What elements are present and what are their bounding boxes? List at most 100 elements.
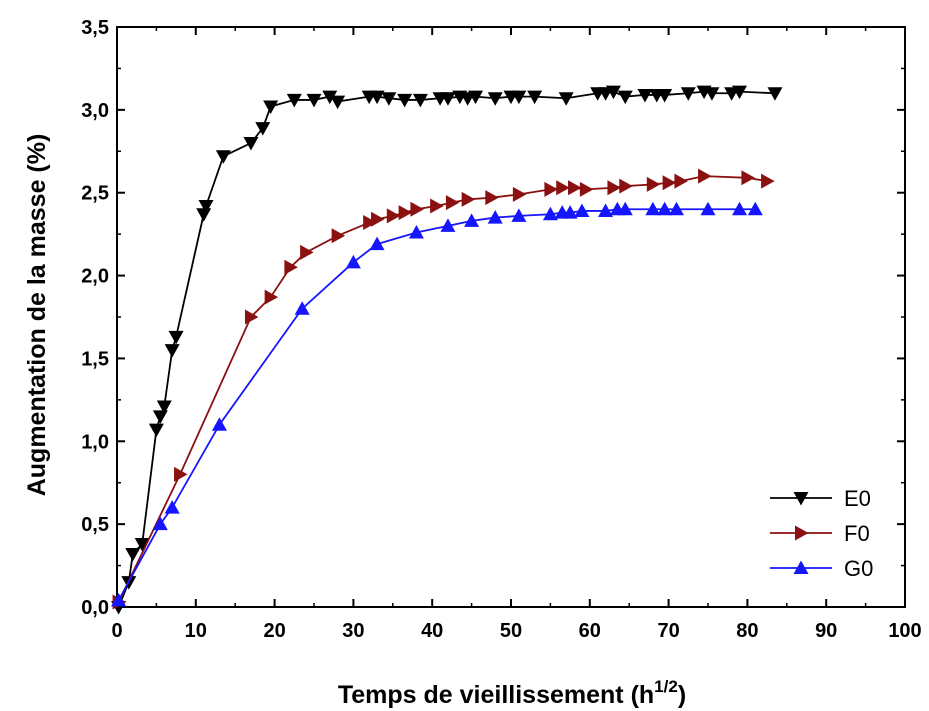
data-point <box>527 90 543 105</box>
x-tick-label: 10 <box>185 620 207 642</box>
data-point <box>152 516 168 531</box>
data-point <box>511 90 527 105</box>
data-point <box>386 208 401 224</box>
legend-item: E0 <box>770 486 871 511</box>
legend-marker <box>795 525 809 541</box>
x-tick-label: 100 <box>888 620 921 642</box>
data-point <box>487 92 503 106</box>
data-point <box>408 224 424 239</box>
data-point <box>556 180 570 196</box>
data-point <box>152 410 168 424</box>
data-point <box>148 423 164 438</box>
data-point <box>617 201 633 216</box>
data-point <box>511 208 527 222</box>
series-line <box>117 90 776 608</box>
data-point <box>440 218 456 232</box>
data-point <box>461 191 476 207</box>
x-tick-label: 80 <box>736 620 758 642</box>
data-point <box>668 201 684 216</box>
data-point <box>345 254 361 269</box>
data-point <box>263 100 279 115</box>
data-point <box>369 236 385 251</box>
data-point <box>512 186 527 202</box>
x-tick-label: 90 <box>815 620 837 642</box>
data-point <box>264 289 279 305</box>
y-tick-label: 0,0 <box>81 597 109 619</box>
data-point <box>196 208 212 222</box>
data-point <box>562 205 578 219</box>
data-point <box>412 93 428 108</box>
data-point <box>568 180 582 196</box>
data-point <box>363 215 377 231</box>
data-point <box>680 87 696 101</box>
legend: E0 F0 G0 <box>770 486 873 581</box>
y-tick-label: 1,0 <box>81 431 109 453</box>
data-point <box>331 228 346 244</box>
y-tick-label: 2,5 <box>81 183 109 205</box>
x-tick-label: 40 <box>421 620 443 642</box>
x-axis-title: Temps de vieillissement (h1/2) <box>338 677 686 709</box>
data-point <box>662 175 677 191</box>
data-point <box>156 400 172 414</box>
data-point <box>243 137 259 151</box>
data-point <box>544 181 558 197</box>
data-point <box>125 547 141 562</box>
data-point <box>398 205 413 221</box>
data-point <box>369 90 385 105</box>
data-point <box>637 88 653 103</box>
data-point <box>732 201 748 216</box>
y-tick-label: 1,5 <box>81 348 109 370</box>
data-point <box>410 201 424 217</box>
legend-label: F0 <box>844 521 870 546</box>
x-tick-label: 20 <box>263 620 285 642</box>
x-tick-label: 30 <box>342 620 364 642</box>
data-point <box>440 92 456 106</box>
data-point <box>430 198 444 214</box>
data-point <box>244 309 259 325</box>
series-line <box>117 208 756 601</box>
plot-border <box>116 26 906 608</box>
data-point <box>485 190 499 206</box>
legend-item: G0 <box>770 556 873 581</box>
data-point <box>607 180 621 196</box>
data-point <box>168 330 184 345</box>
x-axis-title-sup: 1/2 <box>654 677 678 696</box>
data-point <box>732 85 748 100</box>
data-point <box>300 244 314 260</box>
data-point <box>674 173 688 189</box>
data-point <box>558 92 574 106</box>
data-point <box>164 344 180 358</box>
x-axis-title-main: Temps de vieillissement (h <box>338 681 654 709</box>
data-point <box>657 201 673 216</box>
y-axis-title: Augmentation de la masse (%) <box>23 134 51 497</box>
data-point <box>198 199 214 214</box>
data-point <box>542 206 558 221</box>
y-tick-label: 3,5 <box>81 17 109 39</box>
data-point <box>579 181 594 197</box>
data-point <box>747 201 763 216</box>
data-point <box>294 301 310 315</box>
x-tick-label: 60 <box>579 620 601 642</box>
data-point <box>174 466 188 482</box>
legend-marker <box>793 560 809 574</box>
y-tick-label: 2,0 <box>81 266 109 288</box>
data-point <box>330 95 346 110</box>
data-point <box>445 195 460 211</box>
data-point <box>381 92 397 106</box>
data-point <box>487 210 503 224</box>
series-F0 <box>112 168 775 610</box>
data-point <box>286 93 302 108</box>
y-tick-label: 3,0 <box>81 100 109 122</box>
x-tick-label: 70 <box>657 620 679 642</box>
series-G0 <box>111 201 763 607</box>
data-point <box>646 176 661 192</box>
data-point <box>605 85 621 100</box>
data-point <box>657 88 673 103</box>
data-point <box>322 90 338 105</box>
series-layer <box>111 85 783 615</box>
data-point <box>645 201 661 216</box>
plot-frame <box>116 26 906 608</box>
data-point <box>698 168 712 184</box>
legend-marker <box>793 492 809 506</box>
